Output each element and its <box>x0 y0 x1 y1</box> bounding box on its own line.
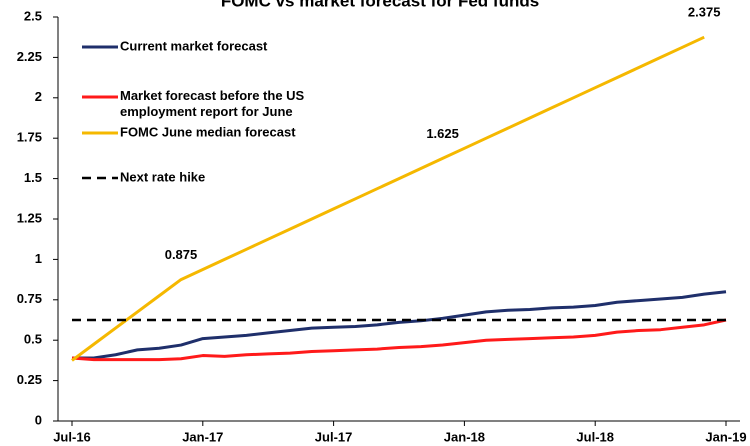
y-tick-label: 2.5 <box>24 8 42 23</box>
y-tick-label: 0.75 <box>17 291 42 306</box>
y-tick-label: 2 <box>35 89 42 104</box>
x-tick-label: Jan-17 <box>182 429 223 444</box>
x-tick-label: Jan-19 <box>705 429 746 444</box>
legend-label: Current market forecast <box>120 38 268 53</box>
y-tick-label: 0.25 <box>17 372 42 387</box>
y-tick-label: 1.75 <box>17 130 42 145</box>
series-line <box>72 290 727 360</box>
data-label: 0.875 <box>165 247 198 262</box>
y-tick-label: 0 <box>35 412 42 427</box>
x-tick-label: Jul-18 <box>576 429 614 444</box>
chart-title: FOMC vs market forecast for Fed funds <box>221 0 539 10</box>
data-label: 2.375 <box>688 5 721 20</box>
y-tick-label: 0.5 <box>24 332 42 347</box>
x-tick-label: Jul-17 <box>315 429 353 444</box>
series-line <box>71 35 705 362</box>
x-tick-label: Jul-16 <box>53 429 91 444</box>
y-tick-label: 1.25 <box>17 210 42 225</box>
legend-label: Market forecast before the US employment … <box>120 88 305 119</box>
y-tick-label: 1 <box>35 251 42 266</box>
legend-label: Next rate hike <box>120 169 205 184</box>
data-label: 1.625 <box>426 126 459 141</box>
x-tick-label: Jan-18 <box>444 429 485 444</box>
y-tick-label: 2.25 <box>17 49 42 64</box>
legend-label: FOMC June median forecast <box>120 124 296 139</box>
series-line <box>71 318 727 362</box>
y-tick-label: 1.5 <box>24 170 42 185</box>
